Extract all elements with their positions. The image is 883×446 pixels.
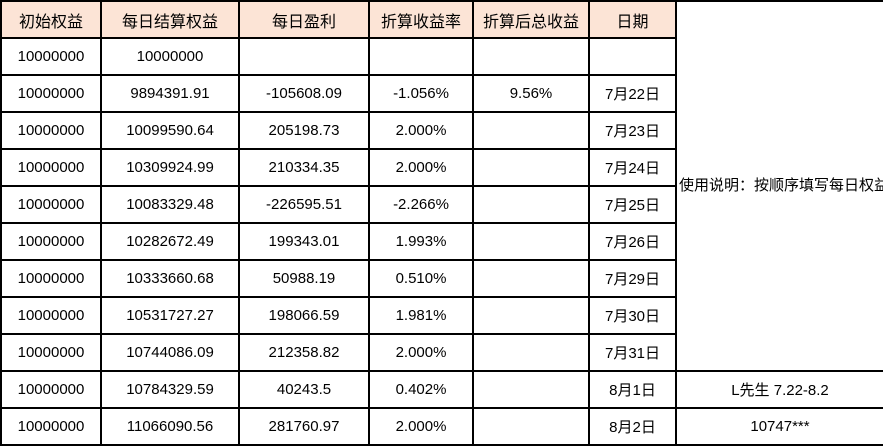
header-row: 初始权益 每日结算权益 每日盈利 折算收益率 折算后总收益 日期 使用说明：按顺… <box>0 0 883 372</box>
table-cell[interactable]: 10309924.99 <box>100 148 240 187</box>
table-cell[interactable]: 10000000 <box>0 296 102 335</box>
table-cell[interactable]: 281760.97 <box>238 407 370 446</box>
date-cell[interactable]: 7月29日 <box>588 259 677 298</box>
table-cell[interactable]: 10099590.64 <box>100 111 240 150</box>
table-cell[interactable]: 10000000 <box>0 37 102 76</box>
table-cell[interactable]: 10083329.48 <box>100 185 240 224</box>
column-header-initial-equity[interactable]: 初始权益 <box>0 0 102 39</box>
table-cell[interactable]: 11066090.56 <box>100 407 240 446</box>
user-range-cell[interactable]: L先生 7.22-8.2 <box>675 370 883 409</box>
table-cell[interactable]: 0.510% <box>368 259 474 298</box>
table-row: 10000000 10531727.27 198066.59 1.981% 7月… <box>0 296 883 335</box>
table-row: 10000000 10000000 <box>0 37 883 76</box>
table-cell[interactable] <box>368 37 474 76</box>
table-cell[interactable] <box>472 222 590 261</box>
table-cell[interactable]: 2.000% <box>368 333 474 372</box>
table-row: 10000000 10083329.48 -226595.51 -2.266% … <box>0 185 883 224</box>
table-cell[interactable]: 212358.82 <box>238 333 370 372</box>
table-cell[interactable]: -226595.51 <box>238 185 370 224</box>
column-header-daily-settlement-equity[interactable]: 每日结算权益 <box>100 0 240 39</box>
total-return-cell[interactable]: 9.56% <box>472 74 590 113</box>
table-cell[interactable]: 210334.35 <box>238 148 370 187</box>
table-cell[interactable]: 2.000% <box>368 407 474 446</box>
table-cell[interactable] <box>472 185 590 224</box>
date-cell[interactable]: 7月31日 <box>588 333 677 372</box>
date-cell[interactable]: 7月25日 <box>588 185 677 224</box>
date-cell[interactable]: 8月2日 <box>588 407 677 446</box>
table-row: 10000000 9894391.91 -105608.09 -1.056% 9… <box>0 74 883 113</box>
table-row: 10000000 10099590.64 205198.73 2.000% 7月… <box>0 111 883 150</box>
table-cell[interactable]: 2.000% <box>368 111 474 150</box>
column-header-converted-return-rate[interactable]: 折算收益率 <box>368 0 474 39</box>
table-cell[interactable] <box>472 296 590 335</box>
table-cell[interactable]: 198066.59 <box>238 296 370 335</box>
table-cell[interactable]: 0.402% <box>368 370 474 409</box>
column-header-total-converted-return[interactable]: 折算后总收益 <box>472 0 590 39</box>
table-row: 10000000 10333660.68 50988.19 0.510% 7月2… <box>0 259 883 298</box>
table-cell[interactable] <box>472 370 590 409</box>
table-cell[interactable]: 10000000 <box>0 259 102 298</box>
column-header-daily-profit[interactable]: 每日盈利 <box>238 0 370 39</box>
column-header-date[interactable]: 日期 <box>588 0 677 39</box>
date-cell[interactable]: 7月23日 <box>588 111 677 150</box>
table-cell[interactable]: 10784329.59 <box>100 370 240 409</box>
table-cell[interactable] <box>588 37 677 76</box>
date-cell[interactable]: 7月22日 <box>588 74 677 113</box>
table-cell[interactable]: 205198.73 <box>238 111 370 150</box>
table-cell[interactable]: 40243.5 <box>238 370 370 409</box>
account-cell[interactable]: 10747*** <box>675 407 883 446</box>
table-cell[interactable]: 10000000 <box>0 74 102 113</box>
table-cell[interactable]: 2.000% <box>368 148 474 187</box>
date-cell[interactable]: 8月1日 <box>588 370 677 409</box>
table-cell[interactable]: 50988.19 <box>238 259 370 298</box>
table-row: 10000000 11066090.56 281760.97 2.000% 8月… <box>0 407 883 446</box>
date-cell[interactable]: 7月24日 <box>588 148 677 187</box>
table-cell[interactable]: -2.266% <box>368 185 474 224</box>
table-cell[interactable]: 10000000 <box>0 333 102 372</box>
table-cell[interactable]: 10000000 <box>0 185 102 224</box>
date-cell[interactable]: 7月26日 <box>588 222 677 261</box>
table-cell[interactable] <box>472 407 590 446</box>
table-cell[interactable]: 9894391.91 <box>100 74 240 113</box>
table-cell[interactable]: 10531727.27 <box>100 296 240 335</box>
table-row: 10000000 10309924.99 210334.35 2.000% 7月… <box>0 148 883 187</box>
table-cell[interactable]: 10000000 <box>0 222 102 261</box>
table-cell[interactable]: 10333660.68 <box>100 259 240 298</box>
table-row: 10000000 10784329.59 40243.5 0.402% 8月1日… <box>0 370 883 409</box>
table-cell[interactable]: -1.056% <box>368 74 474 113</box>
table-cell[interactable]: -105608.09 <box>238 74 370 113</box>
table-cell[interactable]: 10282672.49 <box>100 222 240 261</box>
table-cell[interactable]: 10000000 <box>0 111 102 150</box>
table-row: 10000000 10744086.09 212358.82 2.000% 7月… <box>0 333 883 372</box>
date-cell[interactable]: 7月30日 <box>588 296 677 335</box>
table-cell[interactable] <box>472 148 590 187</box>
table-cell[interactable]: 10000000 <box>100 37 240 76</box>
table-cell[interactable]: 10000000 <box>0 407 102 446</box>
table-cell[interactable] <box>472 333 590 372</box>
table-cell[interactable]: 1.993% <box>368 222 474 261</box>
table-cell[interactable] <box>472 111 590 150</box>
table-cell[interactable]: 1.981% <box>368 296 474 335</box>
table-row: 10000000 10282672.49 199343.01 1.993% 7月… <box>0 222 883 261</box>
table-cell[interactable] <box>472 37 590 76</box>
table-cell[interactable] <box>238 37 370 76</box>
table-cell[interactable]: 10744086.09 <box>100 333 240 372</box>
table-cell[interactable]: 10000000 <box>0 148 102 187</box>
table-cell[interactable]: 10000000 <box>0 370 102 409</box>
usage-note-cell[interactable]: 使用说明：按顺序填写每日权益后自动计算 <box>675 0 883 372</box>
table-cell[interactable] <box>472 259 590 298</box>
table-cell[interactable]: 199343.01 <box>238 222 370 261</box>
